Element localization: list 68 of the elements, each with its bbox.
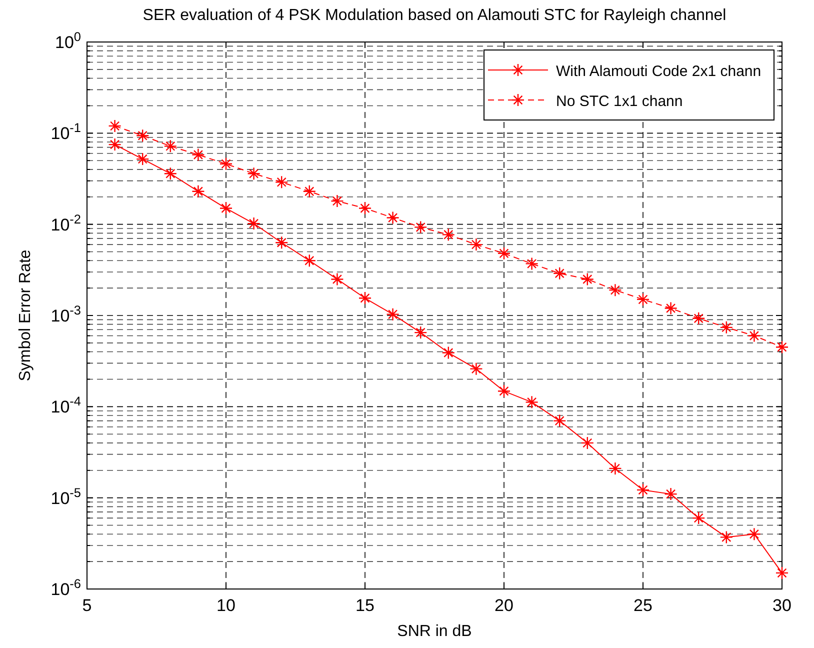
- point: [192, 148, 205, 162]
- x-tick-label: 20: [494, 596, 514, 615]
- legend-label: With Alamouti Code 2x1 chann: [556, 63, 762, 80]
- point: [275, 236, 288, 250]
- point: [108, 119, 122, 133]
- point: [720, 320, 733, 334]
- point: [497, 246, 511, 260]
- point: [664, 302, 678, 315]
- x-tick-label: 25: [634, 596, 652, 615]
- point: [608, 462, 622, 476]
- point: [720, 530, 733, 544]
- point: [608, 283, 622, 297]
- point: [414, 326, 428, 340]
- x-tick-label: 10: [216, 596, 236, 615]
- y-tick-label: 10$^{0}$: [54, 28, 81, 52]
- point: [664, 487, 678, 501]
- y-tick-label: 10$^{-6}$: [50, 576, 81, 599]
- point: [247, 167, 260, 180]
- point: [553, 266, 566, 280]
- point: [692, 312, 706, 325]
- point: [580, 436, 594, 450]
- point: [330, 194, 344, 208]
- point: [247, 216, 260, 230]
- legend-label: No STC 1x1 chann: [556, 93, 683, 110]
- point: [192, 184, 205, 198]
- point: [358, 292, 372, 305]
- point: [553, 414, 566, 428]
- point: [219, 157, 233, 171]
- point: [136, 129, 150, 142]
- point: [302, 254, 316, 268]
- point: [442, 228, 455, 242]
- y-axis-title: Symbol Error Rate: [17, 250, 34, 382]
- x-tick-label: 30: [772, 596, 792, 615]
- point: [414, 220, 428, 234]
- point: [636, 483, 650, 497]
- y-tick-label: 10$^{-2}$: [50, 210, 81, 234]
- point: [136, 152, 150, 166]
- y-tick-label: 10$^{-4}$: [50, 393, 81, 417]
- point: [470, 238, 483, 252]
- point: [386, 211, 400, 224]
- y-tick-label: 10$^{-3}$: [50, 302, 81, 326]
- point: [164, 140, 177, 153]
- point: [164, 167, 177, 180]
- x-axis-title: SNR in dB: [397, 623, 472, 640]
- point: [580, 272, 594, 286]
- point: [302, 184, 316, 198]
- chart-title: SER evaluation of 4 PSK Modulation based on Alamouti STC for Rayleigh channel: [142, 7, 726, 24]
- point: [636, 292, 650, 306]
- point: [442, 346, 455, 360]
- point: [108, 138, 122, 152]
- point: [525, 396, 538, 409]
- point: [775, 566, 789, 580]
- point: [748, 528, 761, 541]
- x-tick-label: 15: [356, 596, 374, 615]
- point: [775, 340, 789, 354]
- point: [525, 257, 538, 270]
- point: [275, 176, 288, 189]
- point: [330, 272, 344, 286]
- y-tick-label: 10$^{-1}$: [50, 120, 81, 144]
- point: [219, 202, 233, 215]
- point: [692, 511, 706, 525]
- x-tick-label: 5: [82, 596, 92, 615]
- point: [470, 362, 483, 376]
- point: [748, 329, 761, 342]
- point: [386, 308, 400, 321]
- y-tick-label: 10$^{-5}$: [50, 484, 81, 508]
- point: [358, 202, 372, 215]
- point: [497, 384, 511, 398]
